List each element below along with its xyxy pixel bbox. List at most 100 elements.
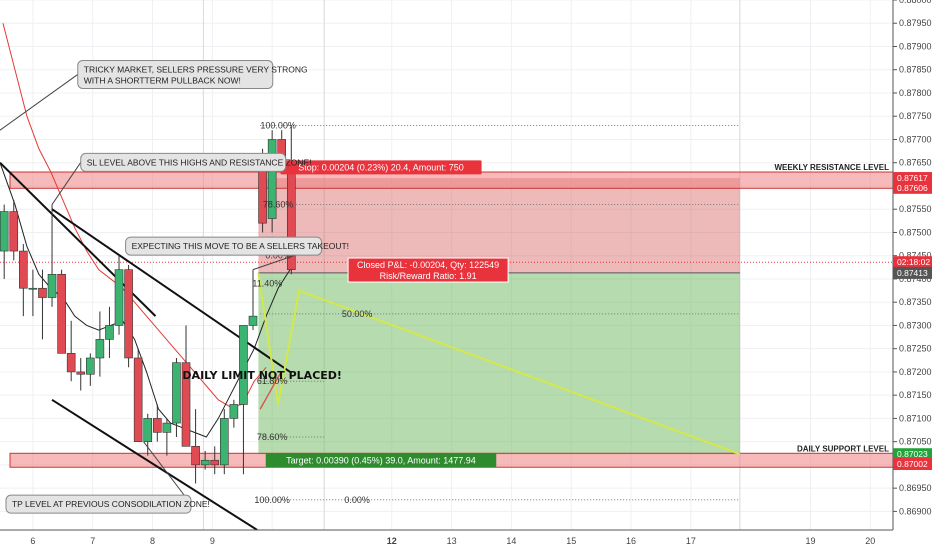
candle [124, 265, 133, 368]
price-axis-badge: 0.87002 [893, 457, 932, 470]
fib-label-upper: 100.00% [260, 121, 296, 131]
fib-label-lower: 61.80% [257, 376, 288, 386]
price-tick-label: 0.87650 [899, 158, 932, 168]
support-zone-label: DAILY SUPPORT LEVEL [797, 444, 889, 453]
countdown-badge-bg [893, 256, 932, 269]
candle-body [153, 418, 162, 433]
fib-label-mid: 11.40% [252, 279, 282, 289]
price-tick-label: 0.87800 [899, 88, 932, 98]
annotation-box [5, 494, 192, 514]
time-tick-label: 6 [30, 536, 35, 546]
price-tick-label: 0.87050 [899, 437, 932, 447]
price-tick-label: 0.87450 [899, 251, 932, 261]
countdown-badge: 02:18:02 [893, 256, 932, 269]
target-label: Target: 0.00390 (0.45%) 39.0, Amount: 14… [265, 453, 497, 468]
candle-body [219, 418, 229, 466]
price-axis-badge-text: 0.87606 [897, 183, 928, 193]
time-tick-label: 8 [150, 536, 155, 546]
annotation-text: TRICKY MARKET, SELLERS PRESSURE VERY STR… [84, 64, 308, 74]
price-tick-label: 0.87950 [899, 18, 932, 28]
candle-body [38, 287, 47, 298]
fib-label-upper: 78.60% [263, 200, 294, 210]
fib-label-lower: 100.00% [254, 495, 290, 505]
current-price-badge-bg [893, 266, 932, 279]
annotation-pointer [51, 162, 82, 205]
candle [38, 269, 47, 340]
candle-body [19, 250, 28, 289]
price-axis-badge-bg [893, 172, 932, 185]
candle [9, 199, 19, 261]
stop-label-text: Stop: 0.00204 (0.23%) 20.4, Amount: 750 [298, 162, 464, 172]
fib-label-mid: 0.00% [344, 495, 370, 505]
pnl-text: Closed P&L: -0.00204, Qty: 122549 [357, 260, 499, 270]
candle [66, 320, 76, 382]
candle [95, 311, 105, 377]
target-label-bg [265, 453, 497, 468]
projection-path [257, 272, 741, 456]
price-tick-label: 0.87400 [899, 274, 932, 284]
candle-body [76, 371, 86, 375]
annotation-pointer [0, 74, 79, 131]
price-tick-label: 0.87500 [899, 227, 932, 237]
target-label-text: Target: 0.00390 (0.45%) 39.0, Amount: 14… [286, 455, 476, 465]
annotation-text: EXPECTING THIS MOVE TO BE A SELLERS TAKE… [132, 241, 349, 251]
price-tick-label: 0.88000 [899, 0, 932, 5]
fib-label-mid: 50.00% [342, 309, 373, 319]
price-tick-label: 0.87900 [899, 41, 932, 51]
candle-body [105, 325, 114, 340]
candle [191, 409, 200, 484]
annotation-callout: SL LEVEL ABOVE THIS HIGHS AND RESISTANCE… [51, 152, 312, 205]
candle [267, 130, 277, 233]
annotation-callout: TP LEVEL AT PREVIOUS CONSODILATION ZONE! [5, 441, 210, 514]
annotation-box [80, 152, 287, 172]
candle-body [95, 339, 105, 359]
channel-line [51, 398, 258, 531]
candle [248, 269, 258, 331]
price-tick-label: 0.87300 [899, 320, 932, 330]
annotation-text: SL LEVEL ABOVE THIS HIGHS AND RESISTANCE… [87, 157, 312, 167]
candle [105, 306, 114, 358]
annotation-callout: EXPECTING THIS MOVE TO BE A SELLERS TAKE… [125, 236, 349, 271]
candle [28, 269, 38, 317]
price-axis-badge-bg [893, 457, 932, 470]
price-axis-badge: 0.87606 [893, 181, 932, 194]
time-tick-label: 9 [210, 536, 215, 546]
candle-body [258, 167, 267, 224]
candle-body [181, 362, 191, 447]
price-tick-label: 0.86900 [899, 506, 932, 516]
candle [133, 348, 143, 442]
candle-body [191, 446, 200, 466]
price-tick-label: 0.87700 [899, 134, 932, 144]
annotation-text: WITH A SHORTTERM PULLBACK NOW! [84, 75, 241, 85]
candle [229, 399, 239, 428]
price-axis-badge-text: 0.87002 [897, 459, 928, 469]
pnl-label-bg [347, 257, 509, 283]
time-tick-label: 17 [686, 536, 696, 546]
candle-body [172, 362, 181, 424]
candle [181, 325, 191, 447]
projection-arrow [259, 371, 282, 410]
risk-reward-text: Risk/Reward Ratio: 1.91 [380, 271, 477, 281]
pnl-label: Closed P&L: -0.00204, Qty: 122549Risk/Re… [347, 257, 509, 283]
candle-body [114, 269, 124, 326]
candle-body [248, 315, 258, 326]
candle [143, 413, 153, 456]
candle [219, 409, 229, 475]
price-axis-badge: 0.87617 [893, 172, 932, 185]
candle [86, 353, 95, 386]
candle-body [57, 273, 66, 354]
candle-body [9, 211, 19, 252]
candle-body [47, 273, 57, 298]
annotation-callout: TRICKY MARKET, SELLERS PRESSURE VERY STR… [0, 59, 308, 131]
candle [210, 446, 220, 475]
candle [47, 204, 57, 307]
time-tick-label: 20 [865, 536, 875, 546]
annotation-box [77, 59, 274, 89]
candle-body [200, 459, 210, 466]
price-axis-badge: 0.87023 [893, 448, 932, 461]
time-tick-label: 19 [805, 536, 815, 546]
channel-line [51, 208, 291, 373]
resistance-zone [9, 171, 894, 189]
